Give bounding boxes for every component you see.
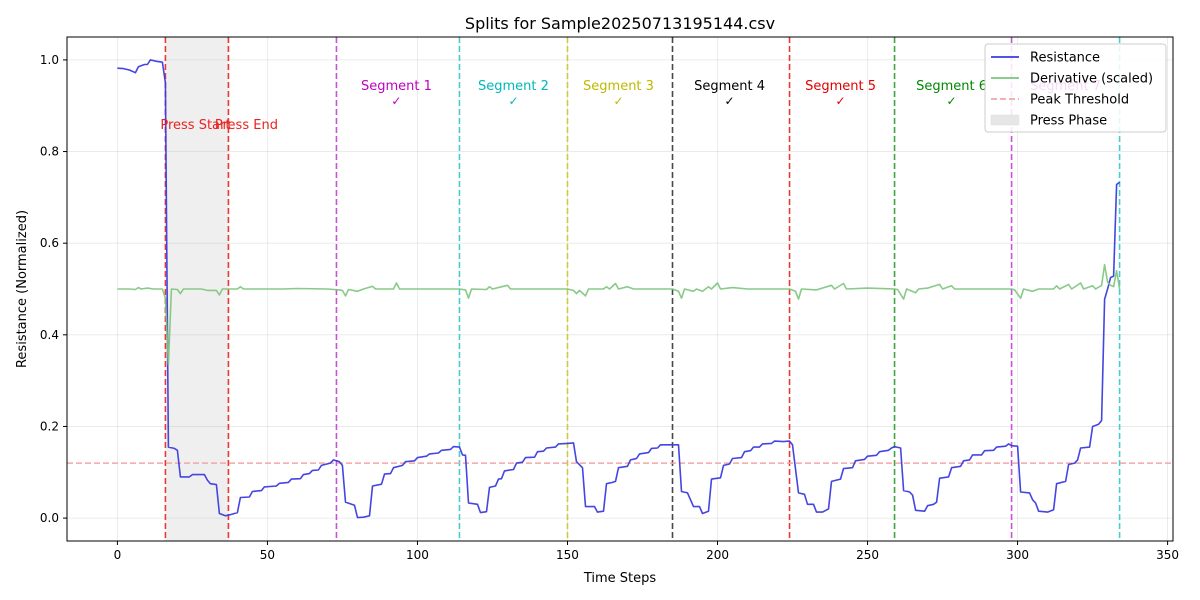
x-tick-label: 350 <box>1156 548 1179 562</box>
series-line <box>117 263 1121 366</box>
segment-label: Segment 6 <box>916 79 987 94</box>
press-start-label: Press Start <box>160 118 230 133</box>
plot-border <box>66 36 1174 542</box>
press-end-label: Press End <box>215 118 278 133</box>
legend-swatch-patch <box>990 114 1020 126</box>
x-tick-label: 100 <box>406 548 429 562</box>
y-tick-label: 1.0 <box>40 53 59 67</box>
series-layer <box>117 59 1121 519</box>
x-tick-label: 300 <box>1006 548 1029 562</box>
x-axis-label: Time Steps <box>583 571 657 586</box>
segment-check-mark: ✓ <box>391 94 401 108</box>
x-tick-label: 250 <box>856 548 879 562</box>
chart-title: Splits for Sample20250713195144.csv <box>465 14 775 33</box>
segment-check-mark: ✓ <box>947 94 957 108</box>
segment-label: Segment 1 <box>361 79 432 94</box>
segment-check-mark: ✓ <box>613 94 623 108</box>
x-tick-label: 0 <box>114 548 122 562</box>
legend: Resistance Derivative (scaled) Peak Thresh… <box>984 43 1167 133</box>
x-tick-label: 150 <box>556 548 579 562</box>
y-tick-label: 0.8 <box>40 145 59 159</box>
x-tick-label: 50 <box>260 548 275 562</box>
segment-label: Segment 5 <box>805 79 876 94</box>
x-tick-label: 200 <box>706 548 729 562</box>
segment-label: Segment 3 <box>583 79 654 94</box>
segment-check-mark: ✓ <box>836 94 846 108</box>
y-axis-label: Resistance (Normalized) <box>15 210 30 368</box>
y-tick-label: 0.2 <box>40 419 59 433</box>
y-tick-label: 0.0 <box>40 511 59 525</box>
y-tick-label: 0.4 <box>40 328 59 342</box>
legend-label: Resistance <box>1030 51 1100 66</box>
y-axis-ticks: 0.0 0.2 0.4 0.6 0.8 1.0 <box>40 53 67 525</box>
series-line <box>117 59 1121 519</box>
legend-label: Derivative (scaled) <box>1030 72 1153 87</box>
plot-frame <box>66 36 1174 542</box>
segment-label: Segment 2 <box>478 79 549 94</box>
y-tick-label: 0.6 <box>40 236 59 250</box>
segment-check-mark: ✓ <box>508 94 518 108</box>
segment-check-mark: ✓ <box>724 94 734 108</box>
segment-label: Segment 4 <box>694 79 765 94</box>
legend-box <box>984 43 1167 133</box>
x-axis-ticks: 0 50 100 150 200 250 300 350 <box>114 541 1179 562</box>
legend-label: Press Phase <box>1030 114 1107 129</box>
legend-label: Peak Threshold <box>1030 93 1129 108</box>
